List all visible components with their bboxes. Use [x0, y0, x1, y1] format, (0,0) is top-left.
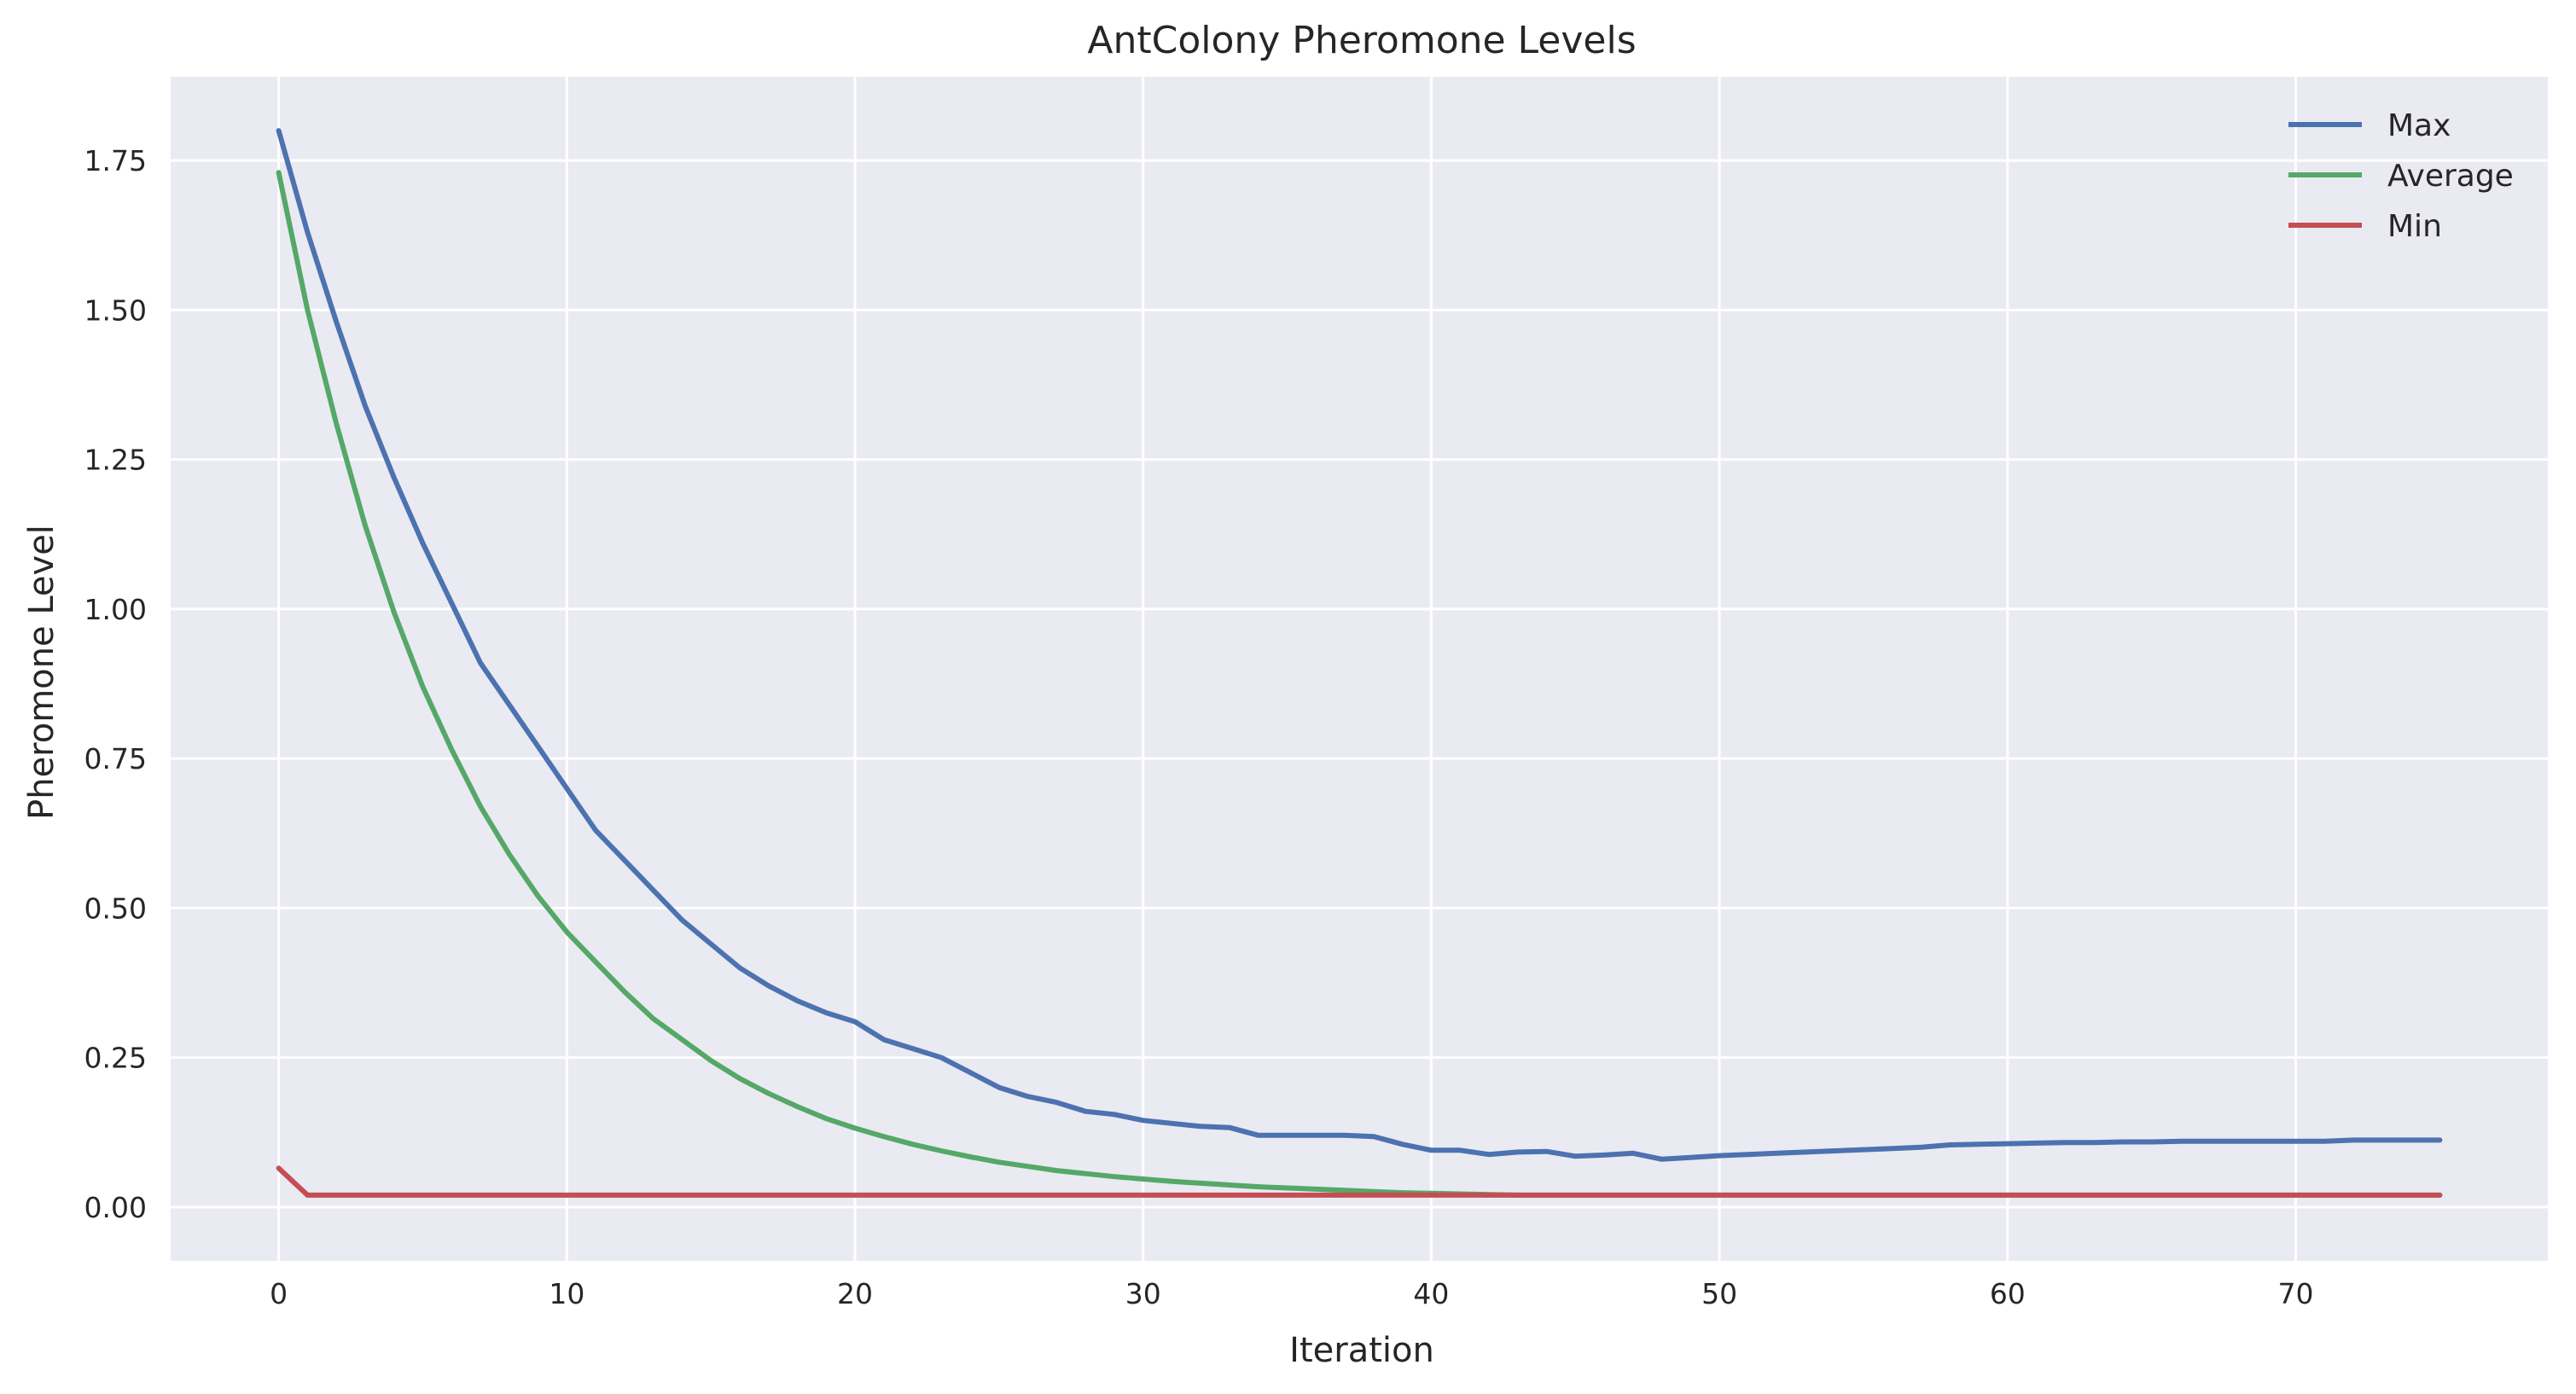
- legend-label-max: Max: [2387, 108, 2451, 143]
- series-line-max: [276, 128, 2443, 1162]
- y-tick-label: 1.25: [84, 444, 147, 477]
- y-tick-label: 1.75: [84, 144, 147, 177]
- y-tick-label: 0.75: [84, 742, 147, 775]
- plot-background: [171, 77, 2548, 1261]
- y-tick-label: 0.50: [84, 892, 147, 925]
- y-tick-label: 1.50: [84, 293, 147, 327]
- chart-title: AntColony Pheromone Levels: [1087, 19, 1636, 62]
- grid: [171, 77, 2548, 1261]
- y-tick-label: 0.00: [84, 1191, 147, 1224]
- x-tick-label: 50: [1701, 1277, 1737, 1310]
- x-tick-label: 60: [1990, 1277, 2026, 1310]
- y-tick-label: 1.00: [84, 593, 147, 626]
- y-tick-label: 0.25: [84, 1042, 147, 1075]
- y-axis-label: Pheromone Level: [22, 525, 61, 820]
- x-tick-label: 40: [1413, 1277, 1449, 1310]
- series-lines: [276, 128, 2443, 1198]
- x-tick-label: 0: [270, 1277, 288, 1310]
- series-line-min: [276, 1165, 2443, 1198]
- x-tick-label: 70: [2278, 1277, 2314, 1310]
- x-axis-label: Iteration: [1289, 1331, 1434, 1370]
- x-tick-label: 10: [549, 1277, 584, 1310]
- legend-label-min: Min: [2387, 209, 2442, 244]
- x-tick-label: 30: [1125, 1277, 1161, 1310]
- legend-label-average: Average: [2387, 159, 2514, 194]
- x-tick-label: 20: [837, 1277, 873, 1310]
- tick-labels: 0 10 20 30 40 50 60 70 0.00 0.25 0.50 0.75 1.00 1.25 1…: [84, 144, 2314, 1310]
- legend: Max Average Min: [2288, 108, 2514, 244]
